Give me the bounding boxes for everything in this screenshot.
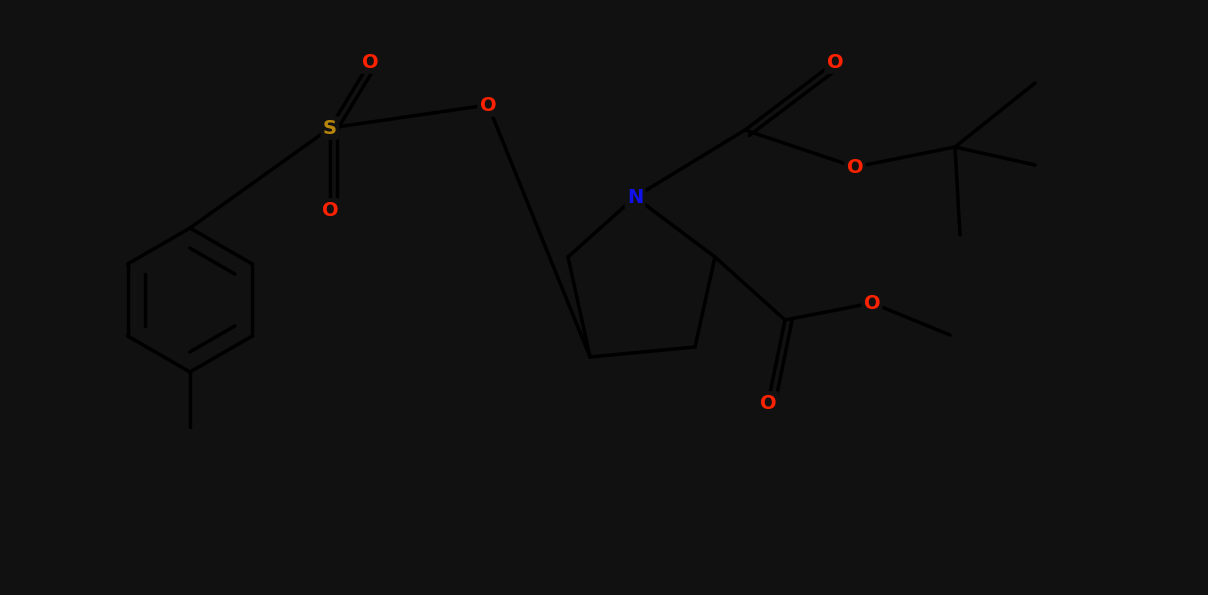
Text: O: O	[760, 393, 777, 412]
Text: S: S	[323, 118, 337, 137]
Text: O: O	[826, 52, 843, 71]
Text: N: N	[627, 187, 643, 206]
Text: O: O	[480, 96, 496, 114]
Text: O: O	[361, 52, 378, 71]
Text: O: O	[847, 158, 864, 177]
Text: O: O	[321, 201, 338, 220]
Text: O: O	[864, 293, 881, 312]
